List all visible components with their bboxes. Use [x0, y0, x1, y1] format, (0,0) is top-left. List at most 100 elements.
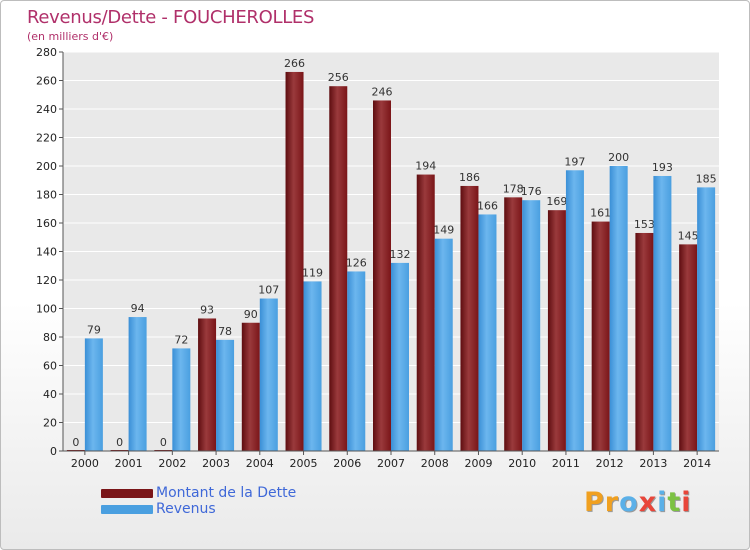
legend-swatch-revenus	[101, 505, 153, 514]
data-label-revenus: 78	[218, 325, 232, 338]
bar-dette	[285, 71, 304, 451]
data-label-revenus: 185	[696, 172, 717, 185]
x-tick-label: 2014	[683, 457, 711, 470]
data-label-dette: 169	[546, 195, 567, 208]
bar-dette	[547, 210, 566, 451]
bar-dette	[198, 318, 217, 451]
bar-revenus	[347, 271, 366, 451]
data-label-revenus: 119	[302, 266, 323, 279]
bar-dette	[635, 232, 654, 451]
bar-revenus	[565, 170, 584, 451]
x-tick-label: 2005	[290, 457, 318, 470]
bar-revenus	[653, 175, 672, 451]
bar-revenus	[478, 214, 497, 451]
chart-subtitle: (en milliers d'€)	[27, 30, 114, 43]
bar-dette	[460, 185, 479, 451]
data-label-dette: 0	[160, 436, 167, 449]
y-tick-label: 120	[36, 274, 57, 287]
bar-dette	[416, 174, 435, 452]
y-tick-label: 200	[36, 160, 57, 173]
chart-title: Revenus/Dette - FOUCHEROLLES	[27, 7, 315, 28]
bar-revenus	[434, 238, 453, 451]
data-label-dette: 246	[372, 85, 393, 98]
bar-revenus	[84, 338, 103, 451]
x-tick-label: 2010	[508, 457, 536, 470]
x-tick-label: 2006	[333, 457, 361, 470]
bar-dette	[679, 244, 698, 451]
y-tick-label: 180	[36, 189, 57, 202]
bar-revenus	[391, 262, 409, 451]
x-tick-label: 2013	[639, 457, 667, 470]
data-label-revenus: 94	[131, 302, 145, 315]
logo-letter: P	[584, 487, 605, 518]
y-tick-label: 280	[36, 46, 57, 59]
bar-revenus	[609, 166, 628, 451]
y-tick-label: 160	[36, 217, 57, 230]
legend-label-revenus: Revenus	[156, 501, 216, 517]
data-label-dette: 0	[116, 436, 123, 449]
data-label-dette: 93	[200, 303, 214, 316]
data-label-revenus: 176	[521, 185, 542, 198]
x-tick-label: 2007	[377, 457, 405, 470]
data-label-revenus: 72	[174, 333, 188, 346]
legend-swatch-dette	[101, 489, 153, 498]
x-tick-label: 2009	[464, 457, 492, 470]
y-tick-label: 140	[36, 246, 57, 259]
data-label-dette: 266	[284, 57, 305, 70]
data-label-dette: 161	[590, 207, 611, 220]
data-label-revenus: 166	[477, 199, 498, 212]
y-tick-label: 260	[36, 75, 57, 88]
data-label-revenus: 197	[564, 155, 585, 168]
y-tick-label: 100	[36, 303, 57, 316]
logo-letter: i	[657, 487, 668, 518]
x-tick-label: 2002	[158, 457, 186, 470]
data-label-dette: 194	[415, 160, 436, 173]
bar-dette	[373, 100, 391, 451]
x-tick-label: 2004	[246, 457, 274, 470]
legend-label-dette: Montant de la Dette	[156, 485, 297, 501]
y-tick-label: 20	[43, 417, 57, 430]
data-label-dette: 0	[72, 436, 79, 449]
x-tick-label: 2000	[71, 457, 99, 470]
x-tick-label: 2001	[115, 457, 143, 470]
proxiti-logo: Proxiti	[584, 487, 692, 518]
x-tick-label: 2011	[552, 457, 580, 470]
bar-dette	[241, 322, 260, 451]
bar-revenus	[172, 348, 191, 451]
data-label-revenus: 132	[390, 248, 411, 261]
data-label-revenus: 200	[608, 151, 629, 164]
y-tick-label: 80	[43, 331, 57, 344]
data-label-dette: 145	[678, 229, 699, 242]
data-label-dette: 153	[634, 218, 655, 231]
bar-revenus	[303, 281, 322, 451]
data-label-dette: 256	[328, 71, 349, 84]
bar-revenus	[128, 317, 147, 451]
bar-revenus	[259, 298, 278, 451]
bar-dette	[329, 86, 348, 451]
data-label-revenus: 107	[258, 284, 279, 297]
bar-dette	[591, 221, 610, 451]
bar-revenus	[522, 200, 541, 451]
data-label-revenus: 126	[346, 256, 367, 269]
data-label-revenus: 149	[433, 224, 454, 237]
data-label-dette: 178	[503, 182, 524, 195]
x-tick-label: 2012	[596, 457, 624, 470]
bar-revenus	[697, 187, 716, 451]
y-tick-label: 60	[43, 360, 57, 373]
logo-letter: o	[619, 487, 639, 518]
data-label-revenus: 193	[652, 161, 673, 174]
data-label-dette: 186	[459, 171, 480, 184]
y-tick-label: 40	[43, 388, 57, 401]
x-tick-label: 2008	[421, 457, 449, 470]
y-tick-label: 220	[36, 132, 57, 145]
data-label-revenus: 79	[87, 323, 101, 336]
y-tick-label: 240	[36, 103, 57, 116]
logo-letter: r	[604, 487, 620, 518]
data-label-dette: 90	[244, 308, 258, 321]
y-tick-label: 0	[50, 445, 57, 458]
logo-letter: t	[667, 487, 682, 518]
bar-revenus	[216, 339, 235, 451]
x-tick-label: 2003	[202, 457, 230, 470]
